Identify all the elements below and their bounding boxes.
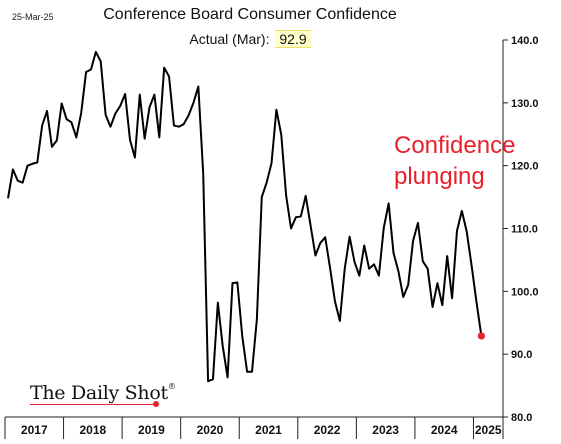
actual-value: 92.9 [275,30,311,48]
y-tick-label: 80.0 [511,412,532,424]
series-line [7,50,483,383]
x-tick-label: 2017 [21,423,48,437]
actual-row: Actual (Mar): 92.9 [0,30,500,48]
y-tick-label: 120.0 [511,161,539,173]
y-tick-label: 110.0 [511,224,538,236]
x-tick-label: 2025 [475,423,502,437]
x-tick-label: 2018 [79,423,106,437]
x-tick-label: 2020 [197,423,224,437]
x-tick-label: 2022 [314,423,341,437]
last-point-marker [477,332,485,340]
y-tick-label: 130.0 [511,98,539,110]
x-tick-label: 2024 [431,423,458,437]
y-tick-label: 140.0 [511,35,539,47]
logo-text: The Daily Shot [30,382,168,404]
y-tick-label: 100.0 [511,286,539,298]
y-tick-label: 90.0 [511,349,532,361]
actual-label: Actual (Mar): [189,31,270,47]
x-tick-label: 2019 [138,423,165,437]
chart-annotation: Confidence plunging [394,132,516,190]
x-tick-label: 2023 [372,423,399,437]
date-label: 25-Mar-25 [12,12,54,22]
x-tick-label: 2021 [255,423,282,437]
logo-dot [153,401,159,407]
logo: The Daily Shot® [30,382,176,404]
chart-title: Conference Board Consumer Confidence [103,6,397,23]
axis-layer: 80.0 90.0 100.0 110.0 120.0 130.0 140.0 2017 201… [4,35,539,439]
series-layer [7,50,485,383]
logo-underline [30,404,156,406]
logo-mark: ® [167,382,176,391]
